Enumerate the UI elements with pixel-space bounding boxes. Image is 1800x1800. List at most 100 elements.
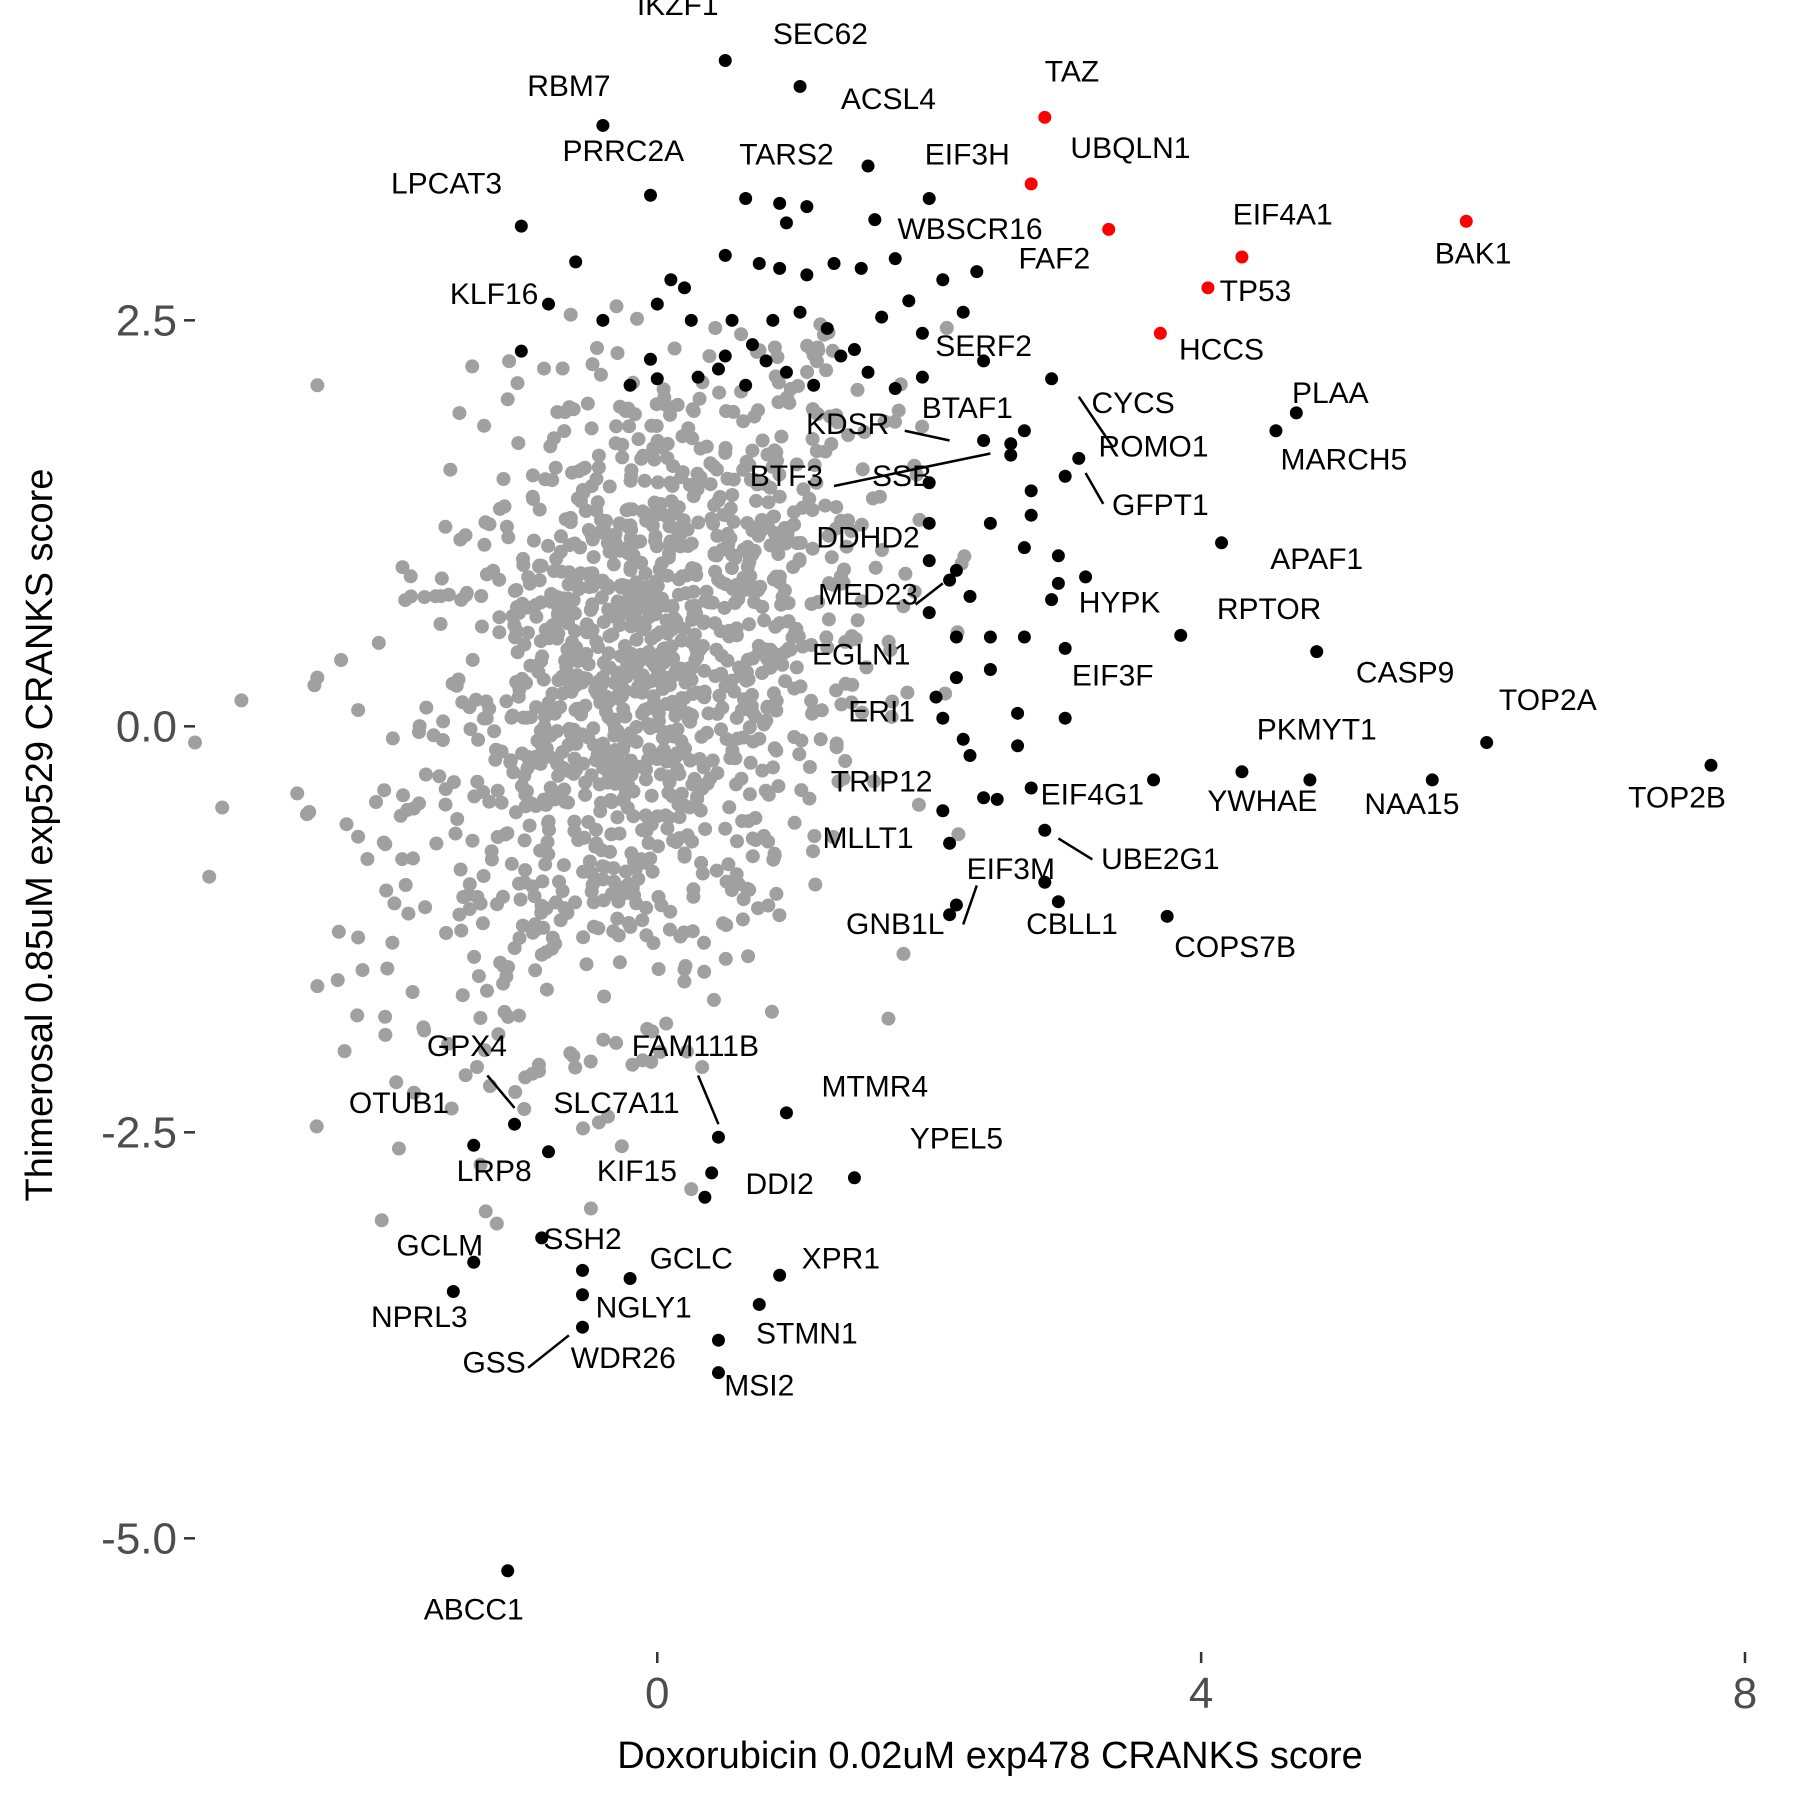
highlight-point [718, 248, 732, 262]
background-point [683, 753, 698, 768]
background-point [808, 877, 823, 892]
background-point [508, 1085, 523, 1099]
background-point [531, 1057, 546, 1072]
background-point [467, 949, 482, 964]
background-point [407, 1085, 421, 1100]
background-point [607, 675, 622, 690]
background-point [777, 521, 792, 535]
background-point [530, 733, 545, 748]
background-point [418, 900, 433, 915]
background-point [331, 924, 346, 939]
background-point [826, 577, 840, 592]
background-point [629, 720, 644, 734]
background-point [404, 589, 418, 604]
background-point [838, 754, 853, 768]
background-point [774, 597, 789, 612]
background-point [723, 531, 738, 546]
background-point [475, 916, 490, 931]
background-point [747, 409, 762, 424]
gene-point [576, 1288, 589, 1302]
background-point [660, 436, 675, 451]
background-point [662, 645, 677, 660]
highlight-point [977, 354, 991, 368]
gene-label: TRIP12 [831, 765, 933, 798]
background-point [377, 783, 392, 798]
background-point [579, 957, 594, 972]
background-point [684, 634, 698, 649]
background-point [885, 694, 900, 709]
background-point [644, 631, 659, 646]
background-point [624, 522, 639, 537]
background-point [513, 892, 528, 907]
background-point [755, 763, 770, 778]
background-point [829, 500, 844, 515]
background-point [500, 826, 515, 841]
background-point [634, 555, 649, 570]
background-point [582, 854, 597, 869]
background-point [710, 766, 725, 781]
background-point [951, 827, 966, 842]
gene-point [623, 1271, 637, 1285]
background-point [436, 714, 451, 729]
background-point [604, 827, 619, 842]
background-point [686, 404, 701, 419]
background-point [677, 974, 692, 989]
background-point [310, 670, 325, 685]
gene-point [861, 159, 875, 173]
background-point [748, 709, 763, 724]
background-point [772, 489, 787, 504]
highlight-point [956, 732, 970, 746]
background-point [649, 500, 664, 515]
background-point [661, 550, 676, 565]
background-point [452, 406, 467, 421]
background-point [608, 436, 623, 451]
highlight-point [725, 313, 739, 327]
background-point [768, 619, 783, 634]
background-point [686, 584, 701, 599]
background-point [626, 809, 641, 824]
highlight-point [752, 256, 766, 270]
background-point [622, 419, 637, 434]
background-point [592, 525, 607, 540]
background-point [473, 1011, 488, 1025]
gene-point [793, 79, 807, 93]
background-point [601, 710, 616, 725]
gene-label: YWHAE [1207, 785, 1317, 818]
background-point [518, 863, 533, 878]
background-point [621, 600, 636, 615]
gene-point [922, 192, 936, 206]
background-point [621, 778, 636, 793]
background-point [529, 609, 544, 624]
background-point [551, 626, 566, 641]
background-point [891, 403, 906, 418]
gene-label: MED23 [818, 579, 918, 612]
background-point [491, 1027, 506, 1042]
highlight-point [1017, 424, 1031, 438]
background-point [649, 718, 663, 733]
background-point [378, 1027, 393, 1042]
background-point [567, 823, 582, 838]
highlight-point [1024, 484, 1038, 498]
gene-label: XPR1 [802, 1243, 880, 1276]
background-point [837, 562, 851, 577]
background-point [651, 706, 666, 721]
gene-label: EIF4A1 [1233, 199, 1333, 232]
background-point [637, 473, 652, 488]
gene-point [922, 476, 936, 490]
background-point [881, 1011, 896, 1026]
gene-label: EIF4G1 [1041, 778, 1144, 811]
background-point [492, 625, 507, 640]
background-point [557, 782, 572, 797]
background-point [719, 404, 734, 419]
highlight-point [759, 354, 773, 368]
background-point [692, 391, 707, 406]
highlight-point [1058, 711, 1072, 725]
background-point [809, 354, 824, 369]
background-point [769, 569, 784, 584]
background-point [465, 652, 480, 667]
background-point [470, 1060, 484, 1074]
background-point [855, 705, 869, 720]
background-point [512, 931, 527, 946]
background-point [665, 478, 680, 493]
